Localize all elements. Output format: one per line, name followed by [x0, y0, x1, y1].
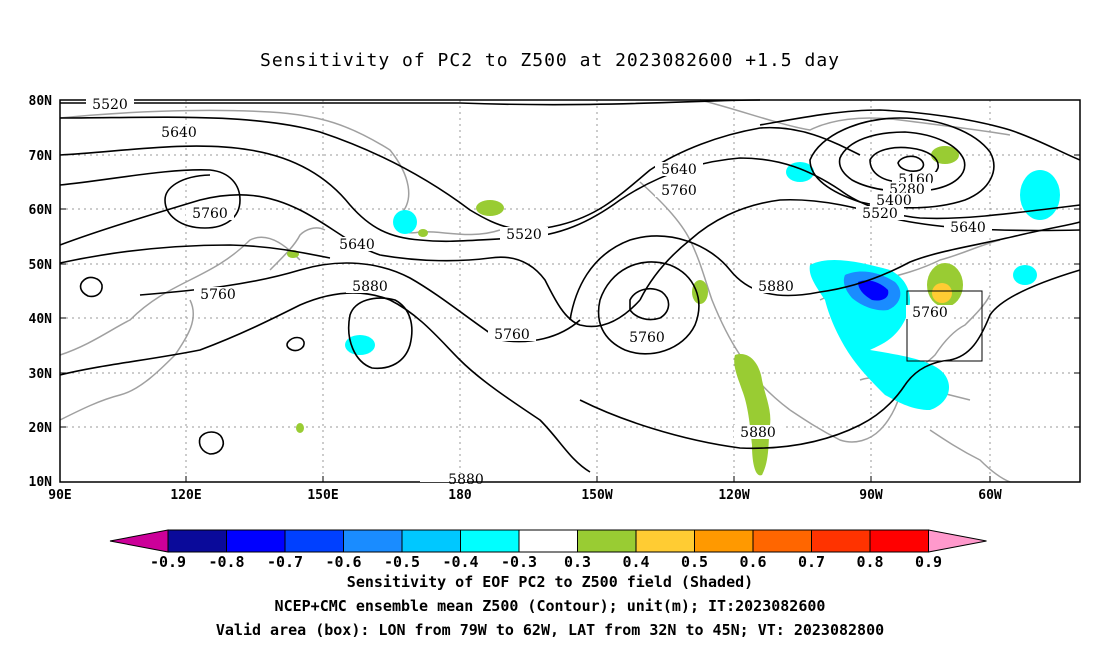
colorbar-tick-label: -0.8 — [208, 553, 244, 571]
contour-label: 5760 — [661, 183, 697, 199]
lat-label: 10N — [29, 475, 53, 490]
colorbar: -0.9 -0.8 -0.7 -0.6 -0.5 -0.4 -0.3 0.3 0.4 0.5 0.6… — [109, 529, 987, 571]
colorbar-tick-label: 0.8 — [856, 553, 883, 571]
contour-labels: 5520 5640 5760 5640 5880 5520 5640 5760 … — [86, 97, 992, 488]
colorbar-tick-label: -0.9 — [150, 553, 186, 571]
colorbar-segment — [635, 529, 695, 553]
contour-label: 5640 — [661, 162, 697, 178]
colorbar-segment — [167, 529, 227, 553]
colorbar-segment — [460, 529, 520, 553]
colorbar-tick-label: -0.4 — [442, 553, 478, 571]
lon-label: 120W — [718, 488, 749, 503]
lon-axis — [185, 476, 991, 482]
valid-area-box — [906, 290, 983, 362]
lat-label: 60N — [29, 203, 53, 218]
colorbar-segment — [284, 529, 344, 553]
colorbar-tick-label: 0.5 — [681, 553, 708, 571]
contour-label: 5640 — [950, 220, 986, 236]
colorbar-segment — [811, 529, 871, 553]
contour-label: 5520 — [506, 227, 542, 243]
map-frame — [59, 99, 1081, 483]
contour-label: 5760 — [192, 206, 228, 222]
colorbar-segment — [869, 529, 929, 553]
lon-labels: 90E 120E 150E 180 150W 120W 90W 60W — [48, 488, 1002, 503]
lon-label: 60W — [978, 488, 1002, 503]
lon-label: 180 — [448, 488, 472, 503]
caption-shaded: Sensitivity of EOF PC2 to Z500 field (Sh… — [346, 573, 754, 591]
colorbar-tick-label: -0.5 — [384, 553, 420, 571]
contour-label: 5640 — [161, 125, 197, 141]
contour-label: 5760 — [494, 327, 530, 343]
colorbar-segment — [752, 529, 812, 553]
lat-label: 20N — [29, 421, 53, 436]
contour-label: 5520 — [862, 206, 898, 222]
lon-label: 150E — [307, 488, 338, 503]
contour-label: 5760 — [912, 305, 948, 321]
colorbar-tick-label: -0.7 — [267, 553, 303, 571]
contour-label: 5400 — [876, 193, 912, 209]
colorbar-segment — [518, 529, 578, 553]
lat-label: 50N — [29, 258, 53, 273]
caption-valid-area: Valid area (box): LON from 79W to 62W, L… — [215, 621, 885, 639]
contour-label: 5760 — [629, 330, 665, 346]
lat-label: 70N — [29, 149, 53, 164]
contour-label: 5880 — [758, 279, 794, 295]
colorbar-tick-label: 0.3 — [564, 553, 591, 571]
lon-label: 90W — [859, 488, 883, 503]
colorbar-segment — [577, 529, 637, 553]
colorbar-segment — [343, 529, 403, 553]
colorbar-tick-label: 0.9 — [915, 553, 942, 571]
lat-label: 80N — [29, 94, 53, 109]
z500-contours — [59, 99, 1081, 473]
lat-axis — [60, 99, 1080, 483]
caption-contour: NCEP+CMC ensemble mean Z500 (Contour); u… — [274, 597, 826, 615]
lat-labels: 80N 70N 60N 50N 40N 30N 20N 10N — [29, 94, 53, 490]
lon-label: 90E — [48, 488, 71, 503]
lat-label: 30N — [29, 367, 53, 382]
colorbar-segment — [694, 529, 754, 553]
colorbar-tick-label: -0.3 — [501, 553, 537, 571]
contour-label: 5880 — [352, 279, 388, 295]
map-title: Sensitivity of PC2 to Z500 at 2023082600… — [259, 50, 840, 71]
colorbar-triangle-right — [928, 529, 987, 553]
colorbar-segment — [226, 529, 286, 553]
colorbar-triangle-left — [109, 529, 169, 553]
lat-label: 40N — [29, 312, 53, 327]
contour-label: 5520 — [92, 97, 128, 113]
contour-label: 5880 — [448, 472, 484, 488]
shaded-regions — [287, 146, 1060, 476]
contour-label: 5640 — [339, 237, 375, 253]
lon-label: 120E — [170, 488, 201, 503]
colorbar-tick-label: 0.6 — [739, 553, 766, 571]
lon-label: 150W — [581, 488, 612, 503]
contour-label: 5880 — [740, 425, 776, 441]
colorbar-tick-label: 0.7 — [798, 553, 825, 571]
contour-label: 5760 — [200, 287, 236, 303]
colorbar-tick-label: -0.6 — [325, 553, 361, 571]
colorbar-segment — [401, 529, 461, 553]
colorbar-tick-label: 0.4 — [622, 553, 649, 571]
